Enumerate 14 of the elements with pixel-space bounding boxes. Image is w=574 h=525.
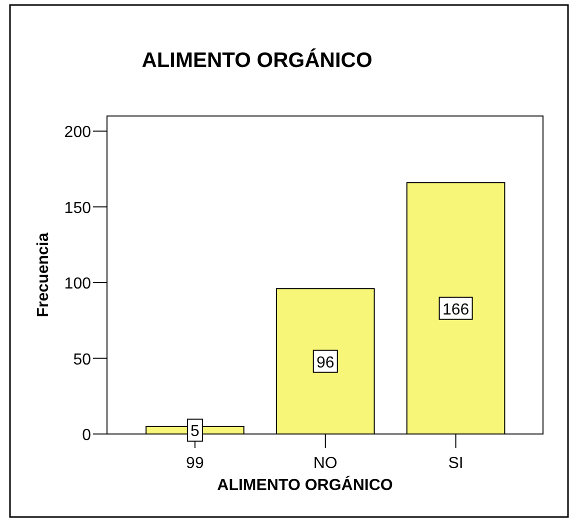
x-tick-label: SI — [448, 455, 464, 472]
y-tick-label: 0 — [82, 427, 92, 444]
x-tick-label: 99 — [186, 455, 204, 472]
y-tick-label: 150 — [64, 200, 92, 217]
x-tick-label: NO — [313, 455, 338, 472]
y-tick-label: 50 — [73, 351, 92, 368]
data-label: 166 — [442, 301, 470, 318]
x-axis-title: ALIMENTO ORGÁNICO — [217, 475, 393, 494]
data-label: 5 — [190, 423, 200, 440]
chart-title: ALIMENTO ORGÁNICO — [142, 48, 372, 72]
y-axis-title: Frecuencia — [35, 232, 52, 318]
y-tick-label: 200 — [64, 124, 92, 142]
y-tick-label: 100 — [64, 276, 92, 293]
data-label: 96 — [316, 354, 334, 372]
